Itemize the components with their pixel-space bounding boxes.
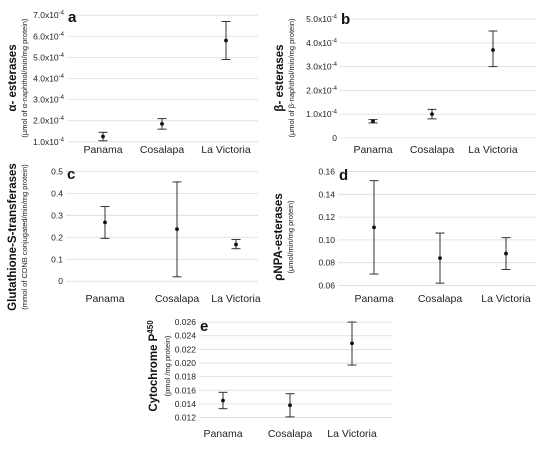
y-tick-label: 0.10 — [318, 235, 335, 245]
y-tick-label: 0 — [58, 276, 63, 286]
panel-letter: d — [339, 167, 348, 184]
mean-point — [288, 403, 292, 408]
x-category-label: La Victoria — [201, 144, 251, 156]
y-tick-label: 0.024 — [175, 331, 197, 341]
x-category-label: La Victoria — [211, 293, 261, 305]
panel-letter: a — [68, 9, 77, 26]
y-tick-label: 0.12 — [318, 212, 335, 222]
x-category-label: Cosalapa — [410, 144, 455, 156]
y-tick-label: 2.0x10-4 — [306, 85, 338, 95]
y-tick-label: 0.06 — [318, 280, 335, 290]
y-tick-label: 0.018 — [175, 372, 197, 382]
chart-panel-d: 0.06 0.08 0.10 0.12 0.14 0.16 Panama Cosalapa La… — [273, 167, 536, 305]
y-tick-label: 1.0x10-4 — [33, 137, 65, 147]
y-axis-label: Glutathione-S-transferases — [7, 163, 19, 311]
x-category-label: Panama — [85, 293, 124, 305]
y-tick-label: 0.4 — [51, 188, 63, 198]
chart-panel-e: 0.012 0.014 0.016 0.018 0.020 0.022 0.024 0.026… — [146, 317, 393, 440]
mean-point — [430, 112, 434, 117]
y-tick-label: 0.012 — [175, 413, 197, 423]
mean-point — [175, 227, 179, 232]
y-axis-unit-label: (μmol of β-naphthol/min/mg protein) — [287, 18, 296, 138]
x-category-label: Panama — [83, 144, 122, 156]
chart-panel-c: 0 0.1 0.2 0.3 0.4 0.5 Panama Cosalapa La Victori… — [7, 163, 261, 311]
y-tick-label: 1.0x10-4 — [306, 109, 338, 119]
y-tick-label: 0.022 — [175, 344, 197, 354]
mean-point — [234, 242, 238, 247]
x-category-label: Cosalapa — [418, 293, 463, 305]
mean-point — [372, 225, 376, 230]
y-tick-label: 0.014 — [175, 399, 197, 409]
y-axis-unit-label: (pmol /mg protein) — [163, 335, 172, 396]
mean-point — [350, 341, 354, 346]
y-tick-label: 2.0x10-4 — [33, 116, 65, 126]
y-tick-label: 0.5 — [51, 166, 63, 176]
mean-point — [491, 48, 495, 52]
y-tick-label: 7.0x10-4 — [33, 10, 65, 20]
y-axis-label: ρNPA-esterases — [273, 193, 285, 280]
mean-point — [224, 38, 228, 43]
y-tick-label: 0.3 — [51, 210, 63, 220]
y-tick-label: 5.0x10-4 — [306, 14, 338, 24]
y-tick-label: 0.016 — [175, 385, 197, 395]
mean-point — [504, 251, 508, 256]
panel-letter: b — [341, 11, 350, 28]
x-category-label: Panama — [354, 293, 393, 305]
mean-point — [101, 134, 105, 139]
y-tick-label: 4.0x10-4 — [33, 74, 65, 84]
y-tick-label: 0.08 — [318, 258, 335, 268]
mean-point — [221, 398, 225, 403]
x-category-label: Cosalapa — [268, 428, 313, 440]
panel-letter: e — [200, 318, 208, 335]
x-category-label: La Victoria — [327, 428, 377, 440]
y-tick-label: 0.1 — [51, 254, 63, 264]
y-tick-label: 0.020 — [175, 358, 197, 368]
y-tick-label: 0.026 — [175, 317, 197, 327]
y-tick-label: 0.14 — [318, 189, 335, 199]
y-tick-label: 0.2 — [51, 232, 63, 242]
chart-panel-b: 0 1.0x10-4 2.0x10-4 3.0x10-4 4.0x10-4 5.0x10-… — [274, 11, 536, 156]
x-category-label: Panama — [203, 428, 242, 440]
y-tick-label: 6.0x10-4 — [33, 31, 65, 41]
mean-point — [438, 256, 442, 261]
y-axis-label: Cytochrome P450 — [146, 320, 160, 412]
y-axis-label: α- esterases — [7, 44, 19, 111]
y-tick-label: 0.16 — [318, 167, 335, 177]
y-tick-label: 3.0x10-4 — [33, 95, 65, 105]
y-axis-unit-label: (μmol/min/mg protein) — [286, 200, 295, 274]
mean-point — [371, 119, 375, 124]
x-category-label: Panama — [353, 144, 392, 156]
chart-panel-a: 1.0x10-4 2.0x10-4 3.0x10-4 4.0x10-4 5.0x10-4… — [7, 9, 258, 156]
x-category-label: Cosalapa — [140, 144, 185, 156]
panel-letter: c — [67, 166, 75, 183]
x-category-label: La Victoria — [481, 293, 531, 305]
y-tick-label: 0 — [332, 133, 337, 143]
mean-point — [160, 121, 164, 126]
x-category-label: La Victoria — [468, 144, 518, 156]
y-axis-unit-label: (μmol of α-naphthol/min/mg protein) — [20, 18, 29, 138]
y-tick-label: 5.0x10-4 — [33, 52, 65, 62]
y-axis-unit-label: (mmol of CDNB conjugated/min/mg protein) — [20, 164, 29, 310]
mean-point — [103, 220, 107, 225]
y-axis-label: β- esterases — [274, 44, 286, 111]
y-tick-label: 3.0x10-4 — [306, 62, 338, 72]
y-tick-label: 4.0x10-4 — [306, 38, 338, 48]
x-category-label: Cosalapa — [155, 293, 200, 305]
